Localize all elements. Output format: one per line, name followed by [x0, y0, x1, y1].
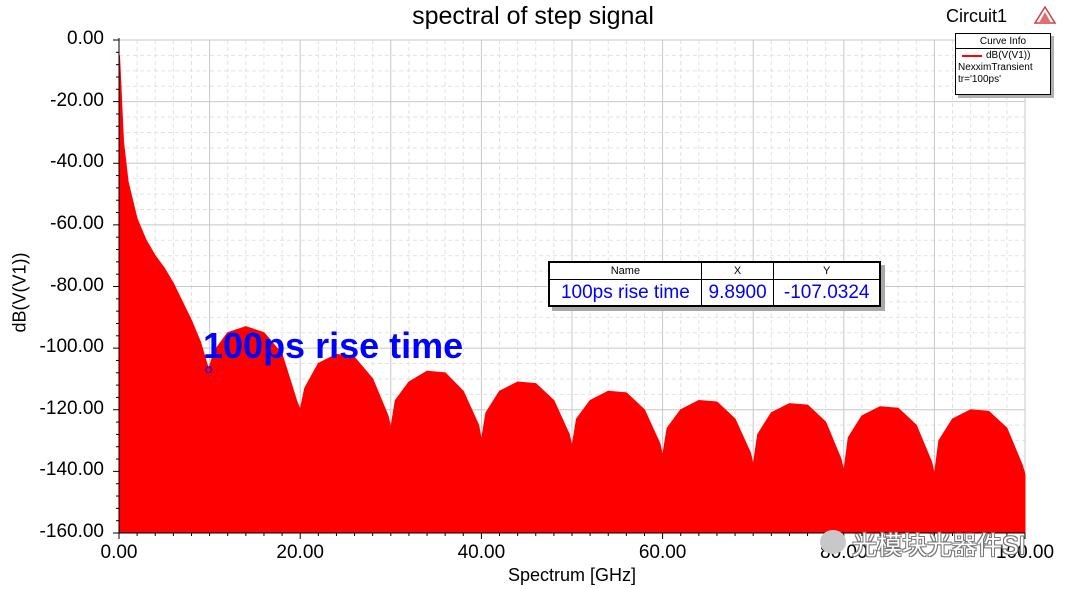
y-tick-label: -140.00	[39, 459, 104, 481]
series-area-dbv	[118, 55, 1026, 534]
x-tick-label: 60.00	[638, 542, 687, 563]
curve-info-legend[interactable]: Curve Info dB(V(V1)) NexximTransient tr=…	[955, 33, 1051, 95]
y-tick-label: -20.00	[50, 89, 104, 111]
marker-x-cell: 9.8900	[700, 279, 775, 306]
wechat-icon	[820, 530, 846, 554]
marker-annotation: 100ps rise time	[203, 325, 464, 366]
marker-header-y: Y	[773, 262, 880, 280]
y-tick-label: -160.00	[39, 521, 104, 542]
x-axis-label: Spectrum [GHz]	[507, 565, 637, 585]
marker-header-name: Name	[549, 262, 702, 280]
y-tick-label: -100.00	[39, 336, 104, 358]
marker-y-cell: -107.0324	[773, 279, 880, 306]
y-tick-label: 0.00	[67, 28, 104, 49]
y-tick-label: -40.00	[50, 151, 104, 173]
marker-name-cell: 100ps rise time	[549, 279, 702, 306]
marker-table[interactable]: Name X Y 100ps rise time 9.8900 -107.032…	[548, 261, 881, 307]
legend-line1: NexximTransient	[958, 62, 1033, 73]
data-marker	[205, 366, 213, 374]
circuit-label: Circuit1	[946, 6, 1008, 26]
y-tick-label: -60.00	[50, 212, 104, 234]
x-tick-label: 40.00	[457, 542, 506, 563]
x-tick-label: 20.00	[276, 542, 324, 563]
watermark-text: 光模块光器件SI	[852, 532, 1026, 560]
legend-title: Curve Info	[956, 34, 1050, 49]
x-tick-label: 0.00	[100, 542, 138, 563]
y-tick-label: -80.00	[50, 274, 104, 296]
legend-series-label: dB(V(V1))	[986, 50, 1031, 61]
chart-title: spectral of step signal	[412, 2, 654, 30]
y-tick-label: -120.00	[39, 397, 104, 419]
legend-line2: tr='100ps'	[958, 74, 1002, 85]
legend-line-swatch	[962, 55, 982, 57]
watermark: 光模块光器件SI	[820, 526, 1060, 562]
marker-header-x: X	[700, 262, 775, 280]
app-logo-icon	[1034, 6, 1056, 24]
x-tick-label: 100.00	[995, 542, 1055, 563]
